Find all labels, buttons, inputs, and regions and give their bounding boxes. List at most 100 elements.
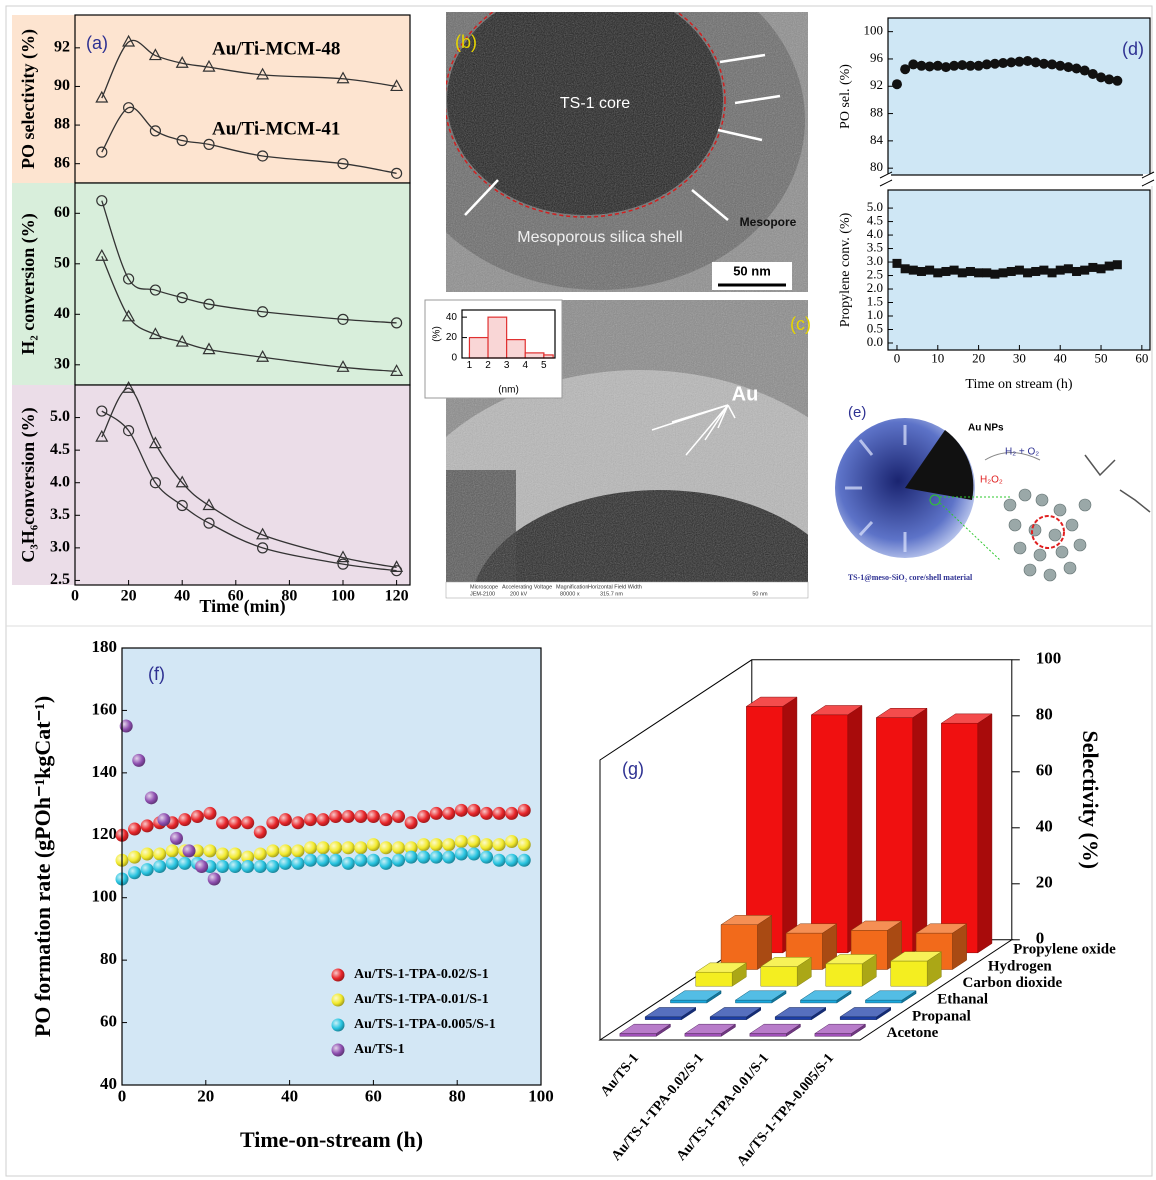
series-line (101, 410, 397, 572)
marker (965, 60, 976, 71)
marker (467, 803, 481, 817)
marker (203, 806, 217, 820)
y-tick-label: 3.5 (867, 240, 883, 255)
bar (889, 951, 943, 987)
image-annotation: Mesoporous silica shell (517, 229, 682, 246)
active-site (929, 494, 941, 506)
row-label: Acetone (887, 1025, 939, 1041)
panel-label: (f) (148, 664, 165, 684)
marker (404, 841, 418, 855)
circle (1003, 498, 1017, 512)
bar-top (864, 990, 917, 1001)
marker (957, 60, 968, 71)
bar-top (915, 923, 968, 934)
x-tick-label: 40 (174, 588, 190, 605)
marker (467, 835, 481, 849)
marker (257, 150, 269, 162)
marker (291, 856, 305, 870)
x-tick-label: 4 (522, 360, 528, 371)
marker (257, 542, 269, 554)
marker (207, 872, 221, 886)
marker (379, 813, 393, 827)
marker (366, 838, 380, 852)
y-axis-label: PO formation rate (gPOh⁻¹kgCat⁻¹) (30, 696, 55, 1037)
y-axis-label: (%) (432, 326, 443, 342)
marker (1071, 63, 1082, 74)
marker (480, 850, 494, 864)
marker (505, 853, 519, 867)
circle (1063, 561, 1077, 575)
plot-frame (461, 309, 556, 359)
bar-top (814, 1023, 867, 1034)
circle (1008, 518, 1022, 532)
marker (153, 860, 167, 873)
marker (1006, 266, 1016, 276)
marker (1022, 56, 1033, 67)
y-tick-label: 160 (92, 699, 118, 718)
y-tick-label: 92 (870, 77, 883, 92)
info-value: JEM-2100 (470, 591, 495, 597)
molecules (1084, 454, 1151, 513)
bar-front (644, 1016, 682, 1020)
bar-front (876, 717, 914, 954)
axis-break (879, 171, 893, 187)
marker (157, 813, 171, 827)
x-axis-label: (nm) (498, 385, 519, 396)
marker (379, 841, 393, 855)
x-tick-label: 40 (281, 1087, 298, 1106)
y-tick-label: 4.5 (867, 213, 883, 228)
y-tick-label: 3.5 (50, 506, 70, 523)
x-tick-label: 0 (894, 351, 901, 366)
bar (810, 705, 863, 954)
marker (429, 806, 443, 820)
marker (391, 167, 403, 179)
marker (304, 841, 318, 855)
x-tick-label: 30 (1013, 351, 1026, 366)
panel-label: (d) (1122, 39, 1144, 59)
y-tick-label: 180 (92, 637, 118, 656)
marker (392, 853, 406, 867)
bar-front (890, 960, 928, 987)
marker (278, 856, 292, 870)
marker (900, 64, 911, 75)
marker (182, 844, 196, 858)
marker (1055, 60, 1066, 71)
marker (454, 847, 468, 861)
marker (195, 860, 209, 873)
marker (228, 847, 242, 861)
bar-top (785, 923, 838, 934)
marker (366, 853, 380, 867)
x-tick-label: 5 (541, 360, 547, 371)
bar (745, 696, 798, 954)
schematic-label: Au NPs (968, 423, 1004, 434)
marker (392, 841, 406, 855)
marker (390, 364, 404, 376)
marker (128, 822, 142, 836)
x-tick-label: 1 (467, 360, 473, 371)
marker (982, 268, 992, 278)
bar-top (669, 990, 722, 1001)
y-tick-label: 4.5 (50, 441, 70, 458)
x-tick-label: 80 (449, 1087, 466, 1106)
chart: 40 60 80 100 120 140 160 180 0 20 40 60 80 100 PO form… (30, 637, 554, 1152)
x-tick-label: 20 (121, 588, 137, 605)
marker (337, 558, 349, 570)
chart: 2.5 3.0 3.5 4.0 4.5 5.0 0 20 40 60 80 100 120 C₃H₆con… (12, 381, 411, 617)
plot-frame (887, 189, 1151, 351)
bar (709, 1007, 762, 1021)
x-axis-label: Time-on-stream (h) (240, 1127, 423, 1152)
bar (839, 1007, 892, 1021)
marker (203, 844, 217, 858)
bar-front (811, 714, 849, 954)
y-tick-label: 40 (54, 305, 70, 322)
marker (144, 791, 158, 805)
marker (1047, 268, 1057, 278)
circle (1073, 538, 1087, 552)
marker (190, 810, 204, 824)
line (671, 404, 729, 423)
y-tick-label: 2.5 (50, 571, 70, 588)
bar-front (839, 1016, 877, 1020)
panel-label: (g) (622, 759, 644, 779)
marker (203, 138, 215, 150)
marker (176, 292, 188, 304)
